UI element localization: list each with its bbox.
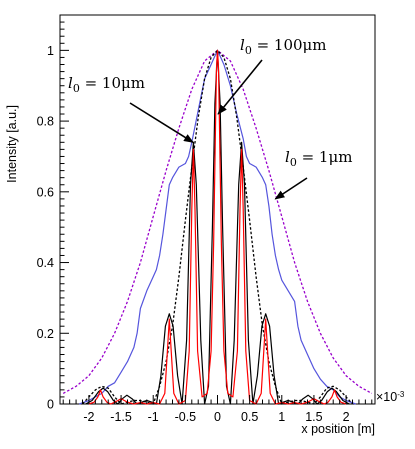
annotation-arrow <box>129 102 194 143</box>
series-layer <box>62 49 373 405</box>
x-tick-label: -2 <box>83 410 94 424</box>
x-tick-label: -1.5 <box>110 410 132 424</box>
y-axis-title: Intensity [a.u.] <box>5 105 19 183</box>
annotation-label: l0 = 10μm <box>68 74 145 95</box>
annotation-label: l0 = 1μm <box>285 148 352 169</box>
annotation-2: l0 = 100μm <box>217 36 327 115</box>
annotation-arrow <box>274 177 308 200</box>
x-axis-multiplier: ×10-3 <box>376 390 405 404</box>
series-line-3 <box>82 49 353 405</box>
y-tick-label: 0.2 <box>37 327 54 341</box>
series-line-2 <box>79 49 356 405</box>
y-tick-label: 0.8 <box>37 115 54 129</box>
x-multiplier-exp: -3 <box>397 390 405 399</box>
y-tick-label: 1 <box>47 44 54 58</box>
annotation-arrow <box>217 59 263 115</box>
x-tick-label: 0.5 <box>241 410 258 424</box>
x-tick-label: 1.5 <box>305 410 322 424</box>
annotation-3: l0 = 1μm <box>274 148 352 200</box>
x-tick-label: 0 <box>214 410 221 424</box>
y-tick-label: 0.6 <box>37 185 54 199</box>
x-tick-label: -1 <box>148 410 159 424</box>
series-line-4 <box>85 49 350 405</box>
ticks-layer: -2 -1.5 -1 -0.5 0 0.5 1 1.5 2 0 0.2 0.4 0.6 0.8 1 <box>37 21 373 424</box>
x-axis-title: x position [m] <box>301 422 375 436</box>
y-tick-label: 0 <box>47 398 54 412</box>
x-tick-label: 1 <box>278 410 285 424</box>
x-tick-label: 2 <box>343 410 350 424</box>
y-tick-label: 0.4 <box>37 256 54 270</box>
x-multiplier-base: ×10 <box>376 390 397 404</box>
series-line-1 <box>62 49 373 394</box>
annotation-layer: l0 = 10μm l0 = 100μm l0 = 1μm <box>68 36 352 200</box>
annotation-label: l0 = 100μm <box>240 36 327 57</box>
series-line-5 <box>88 49 347 405</box>
x-tick-label: -0.5 <box>175 410 197 424</box>
annotation-1: l0 = 10μm <box>68 74 194 143</box>
